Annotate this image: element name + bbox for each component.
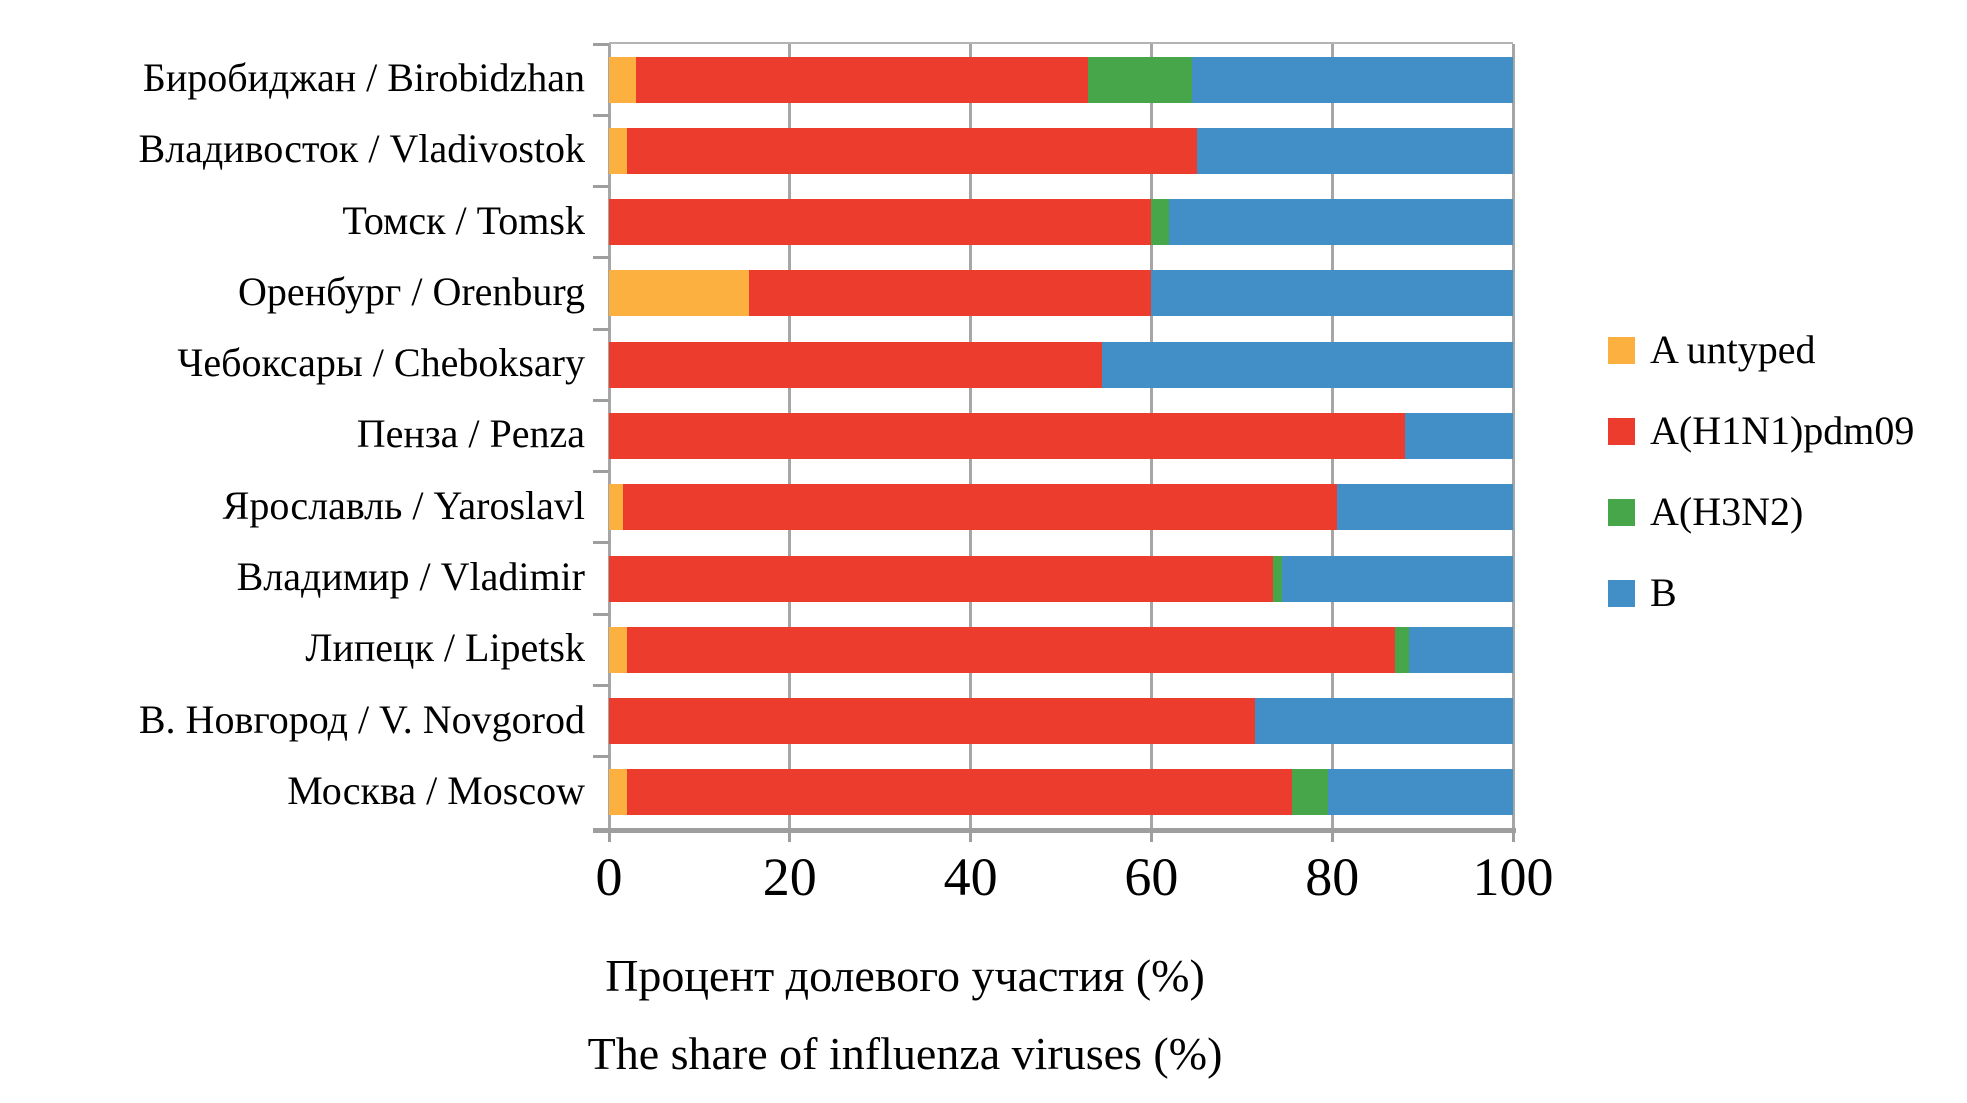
bar-segment-a-h1n1-pdm09 xyxy=(622,484,1337,531)
x-axis-tick-40 xyxy=(969,828,973,842)
x-axis-tick-60 xyxy=(1149,828,1153,842)
x-tick-label: 0 xyxy=(595,847,623,907)
bar-segment-a-h1n1-pdm09 xyxy=(636,56,1089,103)
x-tick-label: 40 xyxy=(943,847,998,907)
bar-row xyxy=(609,555,1513,602)
y-axis-label: Москва / Moscow xyxy=(287,767,585,813)
bar-segment-a-h1n1-pdm09 xyxy=(749,270,1152,317)
bar-segment-a-h1n1-pdm09 xyxy=(609,199,1152,246)
category-tick xyxy=(593,327,609,331)
bar-segment-b xyxy=(1327,769,1513,816)
bar-row xyxy=(609,484,1513,531)
bar-row xyxy=(609,698,1513,745)
y-axis-label: Чебоксары / Cheboksary xyxy=(177,340,585,386)
bar-segment-a-h1n1-pdm09 xyxy=(609,698,1256,745)
legend-item-b: B xyxy=(1608,573,1914,613)
category-tick xyxy=(593,612,609,616)
legend-swatch-a-h1n1-pdm09 xyxy=(1608,417,1635,445)
y-axis-label: В. Новгород / V. Novgorod xyxy=(138,696,585,742)
y-axis-label: Биробиджан / Birobidzhan xyxy=(142,55,585,101)
x-axis-tick-100 xyxy=(1511,828,1515,842)
y-axis-label: Томск / Tomsk xyxy=(342,197,585,243)
bar-segment-a-untyped xyxy=(609,484,623,531)
bar-row xyxy=(609,769,1513,816)
x-axis-title-russian: Процент долевого участия (%) xyxy=(605,950,1205,1001)
x-axis-title-english: The share of influenza viruses (%) xyxy=(587,1028,1223,1079)
bar-segment-b xyxy=(1196,127,1513,174)
x-axis-tick-labels: 0 20 40 60 80 100 xyxy=(596,847,1554,920)
y-axis-label: Владивосток / Vladivostok xyxy=(138,126,585,172)
y-axis-label: Владимир / Vladimir xyxy=(236,554,585,600)
y-axis-labels: Биробиджан / Birobidzhan Владивосток / Vl… xyxy=(0,42,585,826)
category-tick xyxy=(593,256,609,260)
bar-segment-a-h3n2 xyxy=(1088,56,1193,103)
x-axis-tick-0 xyxy=(607,828,611,842)
x-tick-label: 80 xyxy=(1305,847,1360,907)
bar-segment-a-h1n1-pdm09 xyxy=(627,769,1292,816)
y-axis-label: Липецк / Lipetsk xyxy=(305,625,585,671)
category-tick xyxy=(593,42,609,46)
x-tick-label: 100 xyxy=(1472,847,1554,907)
bar-segment-b xyxy=(1404,413,1513,459)
x-axis-tick-20 xyxy=(788,828,792,842)
legend-label: B xyxy=(1650,570,1677,615)
x-tick-label: 20 xyxy=(762,847,817,907)
bar-segment-a-untyped xyxy=(609,56,637,103)
bar-row xyxy=(609,413,1513,459)
bar-segment-b xyxy=(1282,555,1513,602)
bar-segment-b xyxy=(1169,199,1513,246)
bar-segment-a-h1n1-pdm09 xyxy=(609,555,1274,602)
bar-segment-a-h3n2 xyxy=(1395,626,1410,673)
bar-segment-b xyxy=(1101,341,1513,388)
bar-row xyxy=(609,56,1513,103)
bar-segment-b xyxy=(1192,56,1513,103)
y-axis-label: Пенза / Penza xyxy=(356,411,585,457)
category-tick xyxy=(593,185,609,189)
category-tick xyxy=(593,470,609,474)
bar-segment-a-h3n2 xyxy=(1151,199,1170,246)
bar-segment-b xyxy=(1151,270,1513,317)
legend-swatch-a-untyped xyxy=(1608,336,1635,364)
y-axis-label: Ярославль / Yaroslavl xyxy=(222,482,585,528)
bar-segment-a-h1n1-pdm09 xyxy=(609,413,1405,459)
y-axis-label: Оренбург / Orenburg xyxy=(238,268,585,314)
bar-row xyxy=(609,199,1513,246)
bar-segment-a-untyped xyxy=(609,127,628,174)
bar-row xyxy=(609,270,1513,317)
bar-row xyxy=(609,341,1513,388)
legend-item-a-h1n1-pdm09: A(H1N1)pdm09 xyxy=(1608,411,1914,451)
category-tick xyxy=(593,683,609,687)
x-tick-label: 60 xyxy=(1124,847,1179,907)
bar-segment-a-h3n2 xyxy=(1273,555,1283,602)
bar-segment-a-untyped xyxy=(609,626,628,673)
plot-area xyxy=(593,42,1516,842)
legend-swatch-a-h3n2 xyxy=(1608,498,1635,526)
bar-segment-b xyxy=(1409,626,1513,673)
legend-label: A untyped xyxy=(1650,327,1816,372)
gridline-100 xyxy=(1511,44,1515,828)
x-axis-tick-80 xyxy=(1330,828,1334,842)
legend-item-a-untyped: A untyped xyxy=(1608,330,1914,370)
bar-segment-a-h1n1-pdm09 xyxy=(627,127,1197,174)
bar-segment-b xyxy=(1255,698,1513,745)
category-tick xyxy=(593,113,609,117)
bar-segment-a-h1n1-pdm09 xyxy=(627,626,1396,673)
legend: A untyped A(H1N1)pdm09 A(H3N2) B xyxy=(1608,330,1914,613)
legend-label: A(H1N1)pdm09 xyxy=(1650,408,1915,453)
bar-segment-a-h1n1-pdm09 xyxy=(609,341,1102,388)
bar-segment-b xyxy=(1336,484,1513,531)
bar-segment-a-untyped xyxy=(609,769,628,816)
legend-label: A(H3N2) xyxy=(1650,489,1804,534)
bar-segment-a-h3n2 xyxy=(1291,769,1328,816)
bar-row xyxy=(609,626,1513,673)
x-axis-line xyxy=(593,828,1516,833)
bar-row xyxy=(609,127,1513,174)
legend-item-a-h3n2: A(H3N2) xyxy=(1608,492,1914,532)
category-tick xyxy=(593,398,609,402)
bar-segment-a-untyped xyxy=(609,270,750,317)
category-tick xyxy=(593,541,609,545)
legend-swatch-b xyxy=(1608,579,1635,607)
category-tick xyxy=(593,755,609,759)
